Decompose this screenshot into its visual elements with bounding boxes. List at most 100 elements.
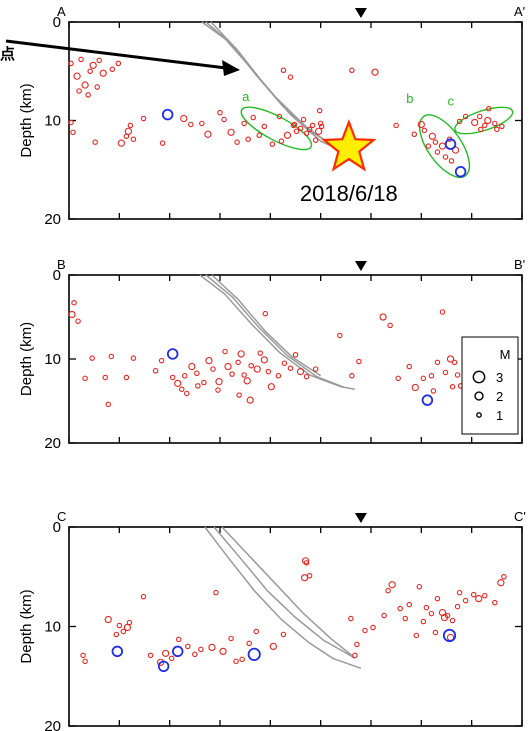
earthquake-point: [312, 366, 319, 372]
earthquake-point: [354, 641, 360, 648]
earthquake-point: [236, 392, 242, 398]
legend-label: 1: [496, 408, 503, 423]
earthquake-point: [300, 116, 307, 123]
earthquake-point: [315, 127, 323, 135]
earthquake-point: [432, 139, 439, 145]
earthquake-point: [428, 610, 435, 617]
y-tick-label: 0: [53, 267, 61, 284]
earthquake-point: [293, 128, 300, 135]
earthquake-point: [102, 374, 108, 381]
earthquake-point: [116, 622, 123, 629]
legend-symbol: [476, 412, 482, 418]
earthquake-point: [432, 629, 439, 636]
earthquake-point: [482, 592, 488, 599]
earthquake-point: [94, 84, 100, 90]
arrow-icon: [5, 39, 240, 76]
earthquake-point: [430, 388, 437, 394]
earthquake-point: [318, 123, 325, 130]
star-icon: [321, 118, 377, 172]
earthquake-point: [180, 114, 188, 123]
earthquake-point: [174, 379, 182, 387]
mainshock-date-label: 2018/6/18: [300, 181, 398, 206]
earthquake-point: [241, 372, 247, 378]
earthquake-point: [387, 322, 393, 329]
earthquake-point: [89, 61, 97, 69]
earthquake-point: [127, 122, 134, 129]
earthquake-point: [454, 603, 461, 610]
earthquake-point: [283, 131, 292, 139]
earthquake-point: [402, 615, 408, 622]
earthquake-point: [188, 121, 194, 128]
earthquake-point: [68, 60, 74, 67]
earthquake-point: [87, 68, 93, 75]
earthquake-point: [204, 130, 212, 138]
earthquake-point: [169, 374, 176, 381]
earthquake-point: [188, 362, 196, 371]
fault-trace: [213, 526, 356, 659]
panel-frame: [68, 526, 523, 727]
earthquake-point: [228, 635, 234, 642]
earthquake-point: [438, 142, 447, 150]
earthquake-point: [198, 646, 204, 653]
triangle-down-icon: [354, 513, 367, 523]
panel-A: A A' 0 10 20 Depth (km) a b c 2018/6/18: [18, 4, 525, 228]
earthquake-point: [224, 362, 232, 371]
y-tick-label: 20: [44, 211, 61, 228]
earthquake-point: [75, 318, 81, 324]
cluster-ellipse: [240, 106, 313, 151]
earthquake-point: [494, 126, 500, 133]
fault-trace: [205, 21, 342, 151]
earthquake-point: [303, 560, 310, 566]
earthquake-point: [213, 589, 219, 596]
large-earthquake-point: [442, 628, 457, 643]
earthquake-point: [85, 92, 91, 98]
legend-title: M: [500, 347, 511, 362]
earthquake-point: [317, 120, 324, 127]
earthquake-point: [413, 632, 420, 639]
earthquake-point: [239, 656, 245, 663]
earthquake-point: [89, 355, 95, 361]
earthquake-point: [287, 365, 294, 371]
earthquake-point: [349, 67, 355, 74]
earthquake-point: [397, 605, 403, 612]
earthquake-point: [147, 652, 154, 659]
earthquake-point: [462, 113, 469, 120]
earthquake-point: [120, 628, 127, 635]
earthquake-point: [291, 121, 298, 128]
earthquake-point: [306, 126, 313, 133]
earthquake-point: [237, 350, 245, 358]
earthquake-point: [296, 367, 305, 376]
earthquake-point: [215, 387, 221, 393]
earthquake-point: [76, 88, 82, 94]
earthquake-point: [159, 140, 166, 146]
earthquake-point: [462, 597, 469, 604]
legend-symbol: [472, 370, 486, 384]
earthquake-point: [482, 122, 488, 129]
earthquake-point: [182, 373, 188, 379]
earthquake-point: [442, 369, 449, 376]
earthquake-point: [229, 371, 235, 377]
earthquake-point: [348, 615, 354, 622]
legend-label: 3: [496, 370, 503, 385]
earthquake-point: [420, 375, 427, 382]
earthquake-point: [96, 57, 102, 64]
earthquake-point: [475, 595, 483, 603]
earthquake-point: [297, 125, 304, 132]
earthquake-point: [184, 390, 190, 397]
cluster-label: b: [406, 91, 413, 106]
earthquake-point: [451, 359, 458, 366]
earthquake-point: [421, 127, 428, 134]
earthquake-point: [234, 139, 240, 145]
earthquake-point: [356, 358, 362, 365]
earthquake-point: [123, 623, 132, 632]
earthquake-point: [108, 353, 115, 360]
earthquake-point: [140, 115, 147, 122]
earthquake-point: [448, 158, 455, 164]
left-end-label: A: [57, 4, 66, 19]
y-tick-label: 10: [44, 619, 61, 636]
cluster-label: c: [448, 94, 455, 109]
earthquake-point: [130, 136, 137, 142]
earthquake-point: [246, 640, 252, 647]
earthquake-point: [456, 118, 463, 125]
earthquake-point: [406, 363, 413, 370]
